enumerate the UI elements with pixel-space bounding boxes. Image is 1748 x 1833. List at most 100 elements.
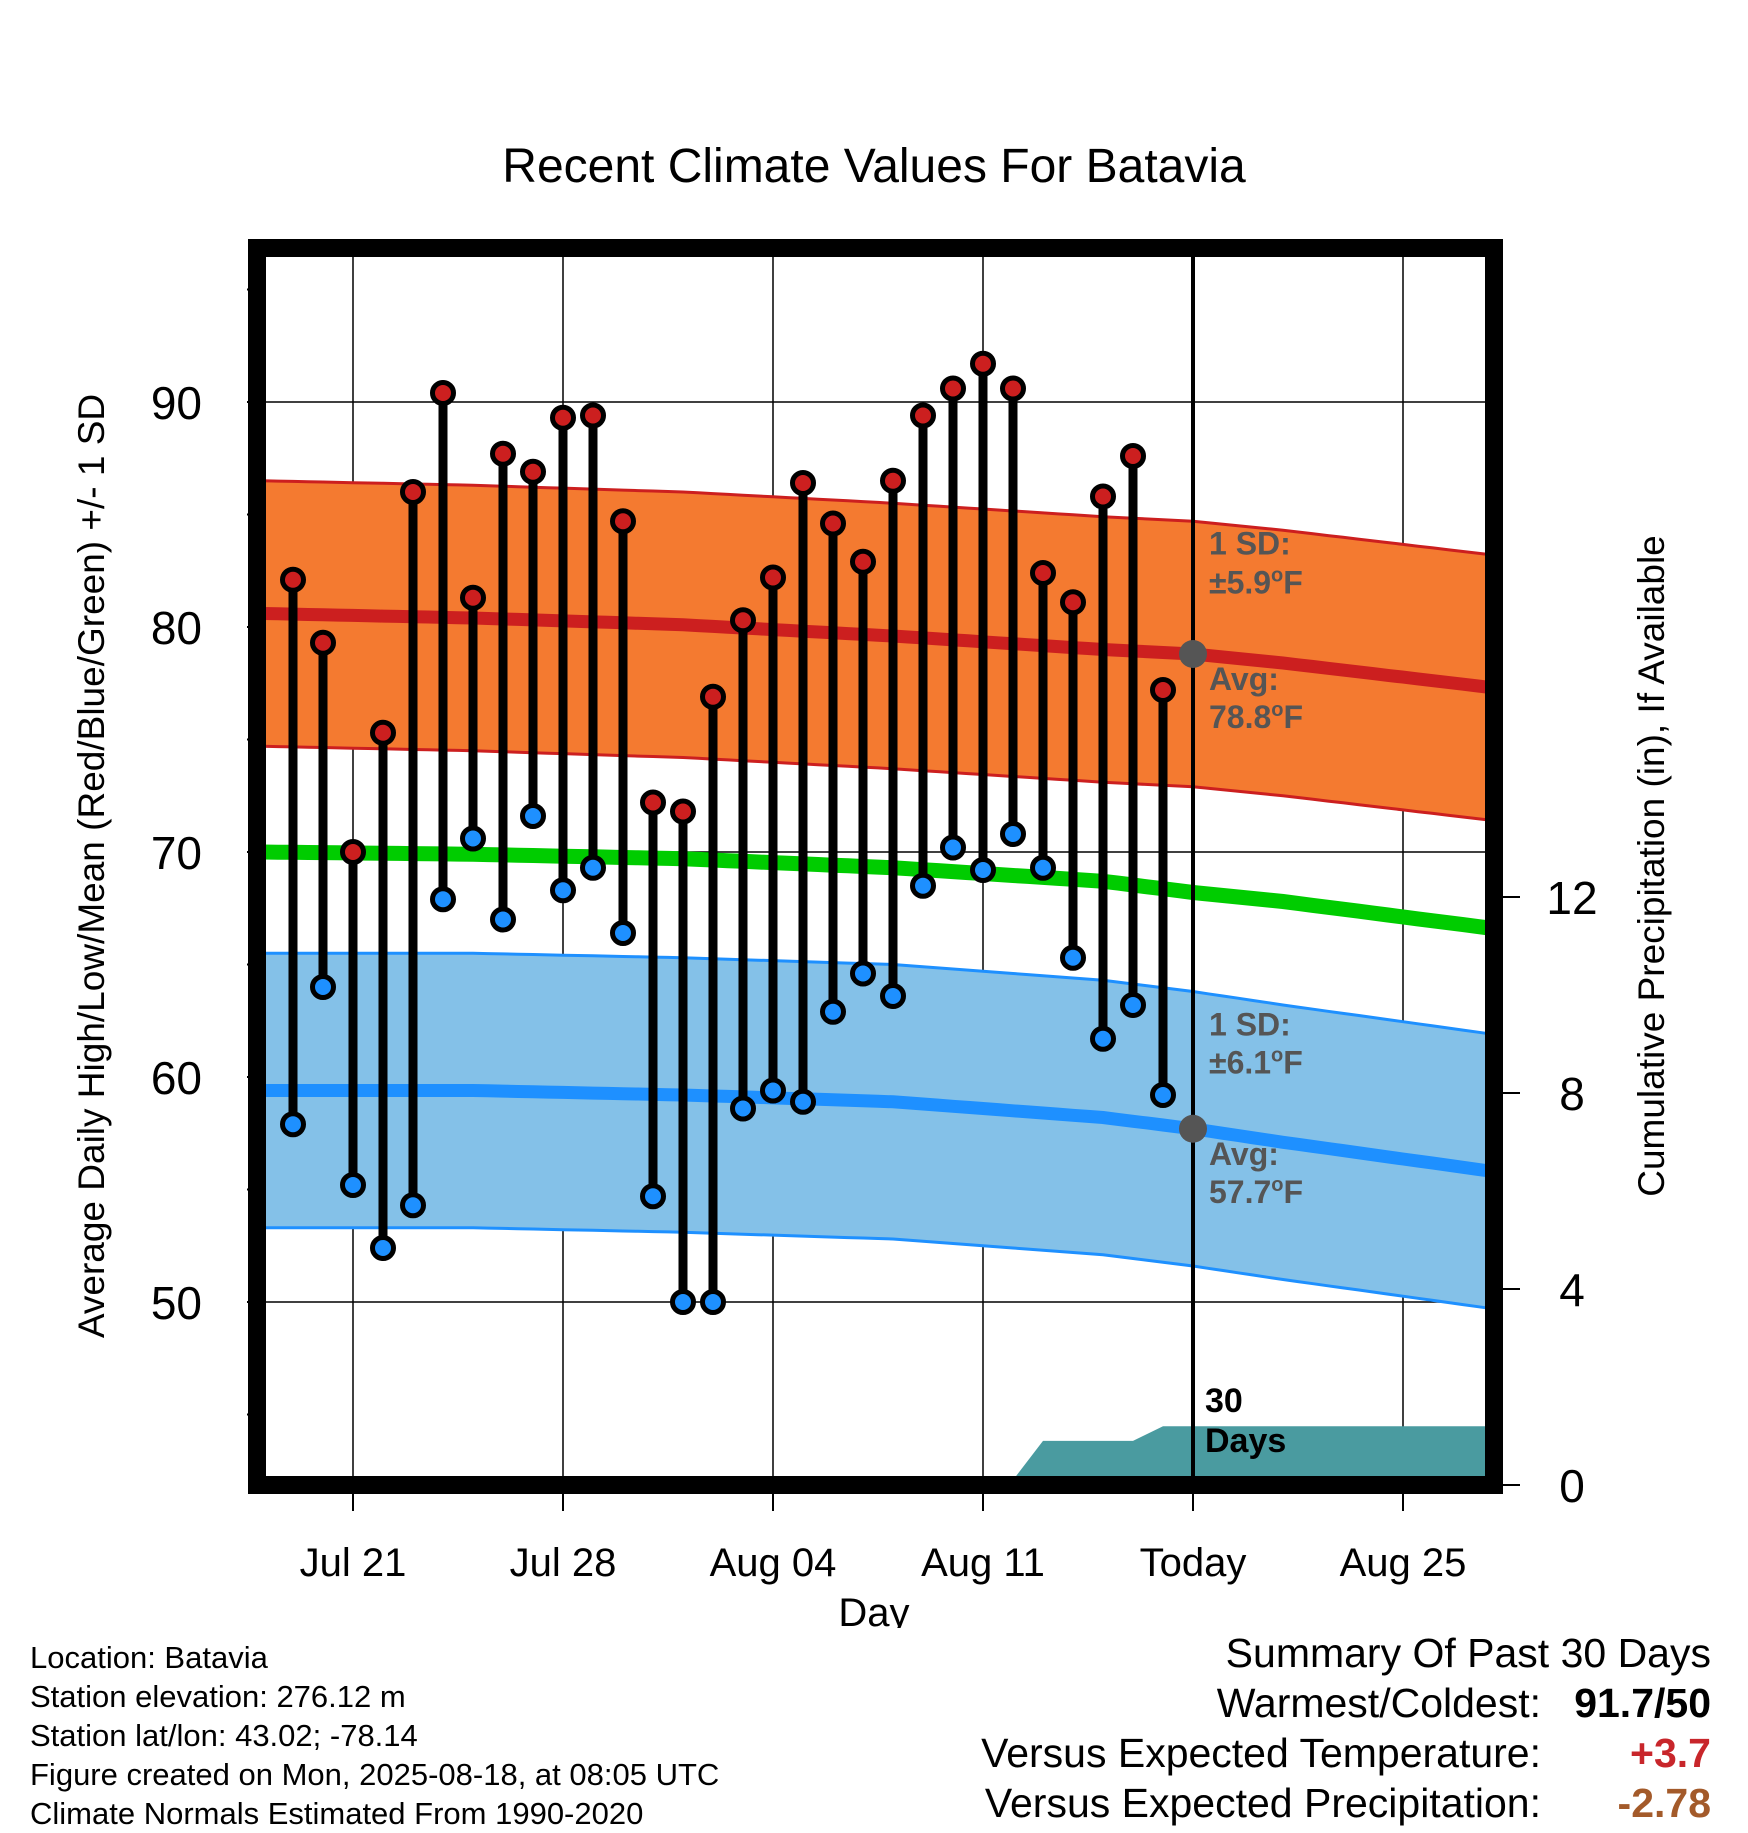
temp-label: Versus Expected Temperature: <box>981 1730 1541 1776</box>
x-axis: Jul 21 Jul 28 Aug 04 Aug 11 Today Aug 25 <box>300 1485 1466 1585</box>
high-point <box>820 510 846 537</box>
high-point <box>790 470 816 496</box>
high-point <box>1000 375 1026 402</box>
low-point <box>760 1077 786 1104</box>
low-sd-lower-line <box>263 1226 1494 1311</box>
low-point <box>1060 944 1086 971</box>
y2-tick-label: 0 <box>1559 1460 1585 1512</box>
low-point <box>640 1183 666 1210</box>
low-avg-line <box>263 1084 1494 1178</box>
low-point <box>1090 1025 1116 1052</box>
chart-title: Recent Climate Values For Batavia <box>502 140 1246 193</box>
high-avg-label: Avg: <box>1209 661 1279 697</box>
y-tick-label: 80 <box>151 602 202 654</box>
low-point <box>820 998 846 1025</box>
high-point <box>430 380 456 406</box>
high-point <box>370 719 396 746</box>
low-sd-upper-line <box>263 951 1494 1036</box>
low-point <box>490 906 516 933</box>
y-axis-label: Average Daily High/Low/Mean (Red/Blue/Gr… <box>71 394 112 1338</box>
elevation-text: Station elevation: 276.12 m <box>30 1679 406 1714</box>
low-point <box>910 872 936 899</box>
y-tick-label: 70 <box>151 827 202 879</box>
high-point <box>490 440 516 467</box>
high-point <box>910 402 936 429</box>
latlon-text: Station lat/lon: 43.02; -78.14 <box>30 1718 418 1753</box>
low-avg-value: 57.7oF <box>1209 1174 1303 1210</box>
y2-tick-label: 12 <box>1546 872 1597 924</box>
low-point <box>340 1172 366 1198</box>
high-point <box>580 402 606 429</box>
climate-chart: Recent Climate Values For Batavia 1 SD: ±5… <box>71 140 1672 1628</box>
warm-cold-value: 91.7/50 <box>1574 1680 1711 1726</box>
low-point <box>1030 854 1056 881</box>
observations <box>280 350 1176 1315</box>
high-point <box>730 607 756 634</box>
precip-area <box>263 1426 1493 1485</box>
low-point <box>550 877 576 904</box>
y2-tick-label: 4 <box>1559 1264 1585 1316</box>
summary-title: Summary Of Past 30 Days <box>1225 1630 1711 1676</box>
x-tick-label: Jul 28 <box>510 1541 617 1585</box>
low-sd-label: 1 SD: <box>1209 1007 1291 1043</box>
warm-cold-label: Warmest/Coldest: <box>1216 1680 1541 1726</box>
days-label-word: Days <box>1205 1422 1286 1460</box>
low-point <box>940 834 966 861</box>
high-sd-lower-line <box>262 744 1494 822</box>
low-point <box>430 886 456 913</box>
low-point <box>790 1088 816 1115</box>
high-point <box>850 548 876 575</box>
high-avg-line <box>262 607 1494 695</box>
mean-avg-line <box>262 844 1494 936</box>
low-point <box>370 1235 396 1261</box>
x-axis-label: Day <box>838 1591 909 1628</box>
created-text: Figure created on Mon, 2025-08-18, at 08… <box>30 1757 720 1792</box>
y-axis-left: 50 60 70 80 90 <box>151 288 257 1416</box>
low-point <box>730 1095 756 1122</box>
summary-temp-row: Versus Expected Temperature: +3.7 <box>981 1728 1711 1778</box>
location-text: Location: Batavia <box>30 1640 268 1675</box>
low-point <box>1150 1082 1176 1108</box>
high-sd-band <box>263 480 1493 821</box>
summary-panel: Summary Of Past 30 Days Warmest/Coldest:… <box>981 1628 1711 1828</box>
high-point <box>670 798 696 825</box>
high-point <box>940 375 966 402</box>
low-point <box>1120 992 1146 1018</box>
normals-text: Climate Normals Estimated From 1990-2020 <box>30 1796 644 1831</box>
x-tick-label: Aug 11 <box>921 1541 1045 1585</box>
high-point <box>520 458 546 485</box>
low-point <box>580 854 606 881</box>
low-point <box>670 1289 696 1315</box>
plot-area <box>262 479 1494 1485</box>
low-point <box>520 803 546 829</box>
high-point <box>400 479 426 505</box>
summary-precip-row: Versus Expected Precipitation: -2.78 <box>981 1778 1711 1828</box>
x-tick-label: Today <box>1140 1541 1247 1585</box>
high-point <box>760 564 786 591</box>
low-point <box>1000 821 1026 847</box>
y-tick-label: 90 <box>151 377 202 429</box>
high-point <box>1060 589 1086 616</box>
low-point <box>700 1289 726 1315</box>
summary-warm-cold-row: Warmest/Coldest: 91.7/50 <box>981 1678 1711 1728</box>
high-point <box>1120 443 1146 469</box>
low-point <box>310 974 336 1000</box>
high-sd-upper-line <box>262 479 1494 557</box>
x-tick-label: Aug 04 <box>710 1541 837 1585</box>
high-point <box>970 350 996 377</box>
low-point <box>610 920 636 946</box>
x-tick-label: Jul 21 <box>300 1541 407 1585</box>
y2-tick-label: 8 <box>1559 1068 1585 1120</box>
days-label-number: 30 <box>1205 1382 1243 1420</box>
low-point <box>880 983 906 1009</box>
precip-label: Versus Expected Precipitation: <box>984 1780 1541 1826</box>
high-avg-value: 78.8oF <box>1209 699 1303 735</box>
y-axis-right: 0 4 8 12 <box>1494 872 1598 1512</box>
high-point <box>1150 677 1176 703</box>
y-tick-label: 50 <box>151 1277 202 1329</box>
high-point <box>280 566 306 593</box>
low-point <box>280 1111 306 1138</box>
high-point <box>310 629 336 656</box>
today-low-avg-marker <box>1179 1114 1207 1143</box>
high-sd-value: ±5.9oF <box>1209 564 1303 600</box>
